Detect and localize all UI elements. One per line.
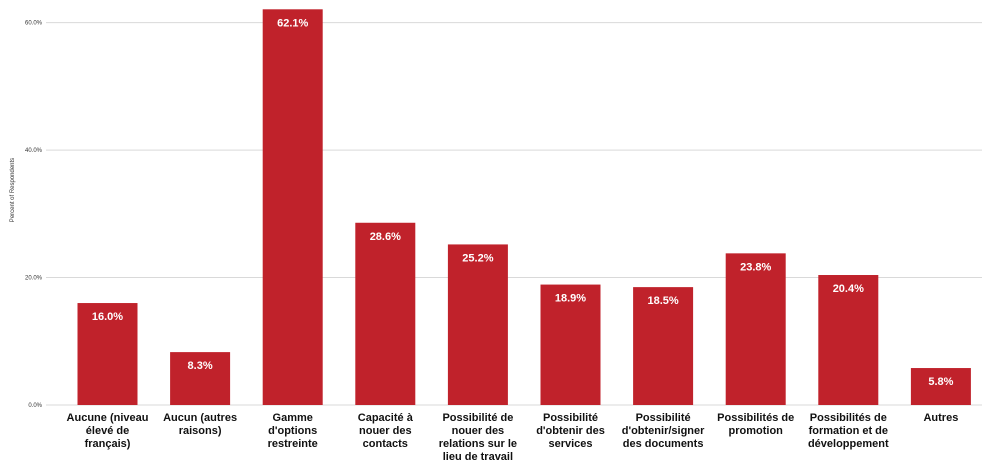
- category-label: Capacité à nouer des contacts: [358, 412, 414, 450]
- data-label: 5.8%: [928, 376, 953, 388]
- data-label: 20.4%: [833, 283, 864, 295]
- category-label: Possibilité de nouer des relations sur le l…: [439, 412, 517, 463]
- category-label: Gamme d'options restreinte: [268, 412, 318, 450]
- data-labels: 16.0% 8.3% 62.1% 28.6% 25.2% 18.9% 18.5% 23.8% 2…: [92, 17, 954, 388]
- y-tick-labels: 0.0% 20.0% 40.0% 60.0%: [25, 21, 43, 409]
- category-label: Possibilité d'obtenir des services: [536, 412, 605, 450]
- y-axis-label: Percent of Respondents: [10, 158, 16, 222]
- y-tick-label: 0.0%: [28, 403, 42, 409]
- category-label: Possibilité d'obtenir/signer des documents: [622, 412, 705, 450]
- data-label: 25.2%: [462, 252, 493, 264]
- category-label: Aucune (niveau élevé de français): [67, 412, 149, 450]
- bar: [447, 244, 508, 405]
- y-tick-label: 40.0%: [25, 148, 43, 154]
- category-label: Possibilités de promotion: [717, 412, 794, 437]
- data-label: 8.3%: [188, 360, 213, 372]
- category-labels: Aucune (niveau élevé de français) Aucun (au…: [67, 412, 959, 463]
- bar: [355, 222, 416, 405]
- category-label: Aucun (autres raisons): [163, 412, 237, 437]
- bar: [540, 284, 601, 405]
- data-label: 18.9%: [555, 293, 586, 305]
- data-label: 62.1%: [277, 17, 308, 29]
- bar: [725, 253, 786, 405]
- bar: [910, 368, 971, 405]
- data-label: 18.5%: [647, 295, 678, 307]
- y-tick-label: 20.0%: [25, 276, 43, 282]
- y-tick-label: 60.0%: [25, 21, 43, 27]
- data-label: 16.0%: [92, 311, 123, 323]
- bar: [170, 352, 231, 405]
- data-label: 28.6%: [370, 231, 401, 243]
- category-label: Autres: [923, 412, 958, 424]
- bars: [77, 9, 971, 406]
- bar: [262, 9, 323, 406]
- data-label: 23.8%: [740, 261, 771, 273]
- category-label: Possibilités de formation et de développem…: [808, 412, 889, 450]
- bar: [818, 275, 879, 405]
- bar: [633, 287, 694, 405]
- bar: [77, 303, 138, 405]
